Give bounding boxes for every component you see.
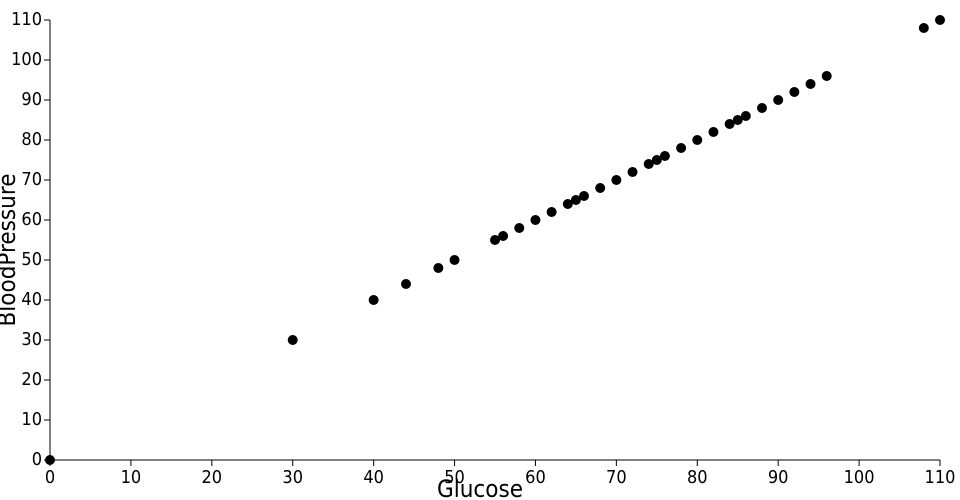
point bbox=[821, 71, 832, 81]
point bbox=[651, 155, 662, 165]
point bbox=[368, 295, 379, 305]
x-tick-label: 50 bbox=[444, 467, 465, 488]
x-tick-label: 40 bbox=[363, 467, 384, 488]
point bbox=[789, 87, 800, 97]
y-tick-label: 30 bbox=[21, 329, 42, 350]
y-tick-label: 60 bbox=[21, 209, 42, 230]
point bbox=[595, 183, 606, 193]
point bbox=[611, 175, 622, 185]
x-tick-label: 0 bbox=[45, 467, 55, 488]
x-tick-label: 70 bbox=[606, 467, 627, 488]
y-axis-title: BloodPressure bbox=[0, 174, 21, 327]
point bbox=[490, 235, 500, 245]
point bbox=[724, 119, 735, 129]
y-tick-label: 90 bbox=[21, 89, 42, 110]
point bbox=[918, 23, 929, 33]
y-tick-label: 100 bbox=[11, 49, 42, 70]
x-tick-label: 60 bbox=[525, 467, 546, 488]
point bbox=[530, 215, 541, 225]
point bbox=[287, 335, 298, 345]
point bbox=[732, 115, 743, 125]
y-tick-label: 70 bbox=[21, 169, 42, 190]
x-tick-label: 30 bbox=[282, 467, 303, 488]
x-axis-title: Glucose bbox=[437, 475, 523, 500]
y-tick-label: 110 bbox=[11, 9, 42, 30]
y-tick-label: 40 bbox=[21, 289, 42, 310]
point bbox=[498, 231, 509, 241]
point bbox=[659, 151, 670, 161]
y-tick-label: 80 bbox=[21, 129, 42, 150]
point bbox=[627, 167, 638, 177]
point bbox=[708, 127, 719, 137]
y-tick-label: 20 bbox=[21, 369, 42, 390]
point bbox=[740, 111, 751, 121]
point bbox=[570, 195, 581, 205]
point bbox=[579, 191, 589, 201]
y-tick-label: 50 bbox=[21, 249, 42, 270]
point bbox=[757, 103, 767, 113]
point bbox=[45, 455, 55, 465]
x-tick-label: 110 bbox=[925, 467, 956, 488]
point bbox=[676, 143, 687, 153]
point bbox=[401, 279, 411, 289]
point bbox=[562, 199, 573, 209]
x-tick-label: 20 bbox=[202, 467, 223, 488]
point bbox=[449, 255, 460, 265]
point bbox=[773, 95, 784, 105]
x-tick-label: 10 bbox=[121, 467, 142, 488]
point bbox=[546, 207, 557, 217]
x-tick-label: 80 bbox=[687, 467, 708, 488]
point bbox=[514, 223, 525, 233]
y-tick-label: 0 bbox=[32, 449, 42, 470]
point bbox=[805, 79, 816, 89]
point bbox=[692, 135, 703, 145]
point bbox=[643, 159, 654, 169]
x-tick-label: 90 bbox=[768, 467, 789, 488]
y-tick-label: 10 bbox=[21, 409, 42, 430]
x-tick-label: 100 bbox=[844, 467, 875, 488]
point bbox=[433, 263, 444, 273]
point bbox=[935, 15, 945, 25]
